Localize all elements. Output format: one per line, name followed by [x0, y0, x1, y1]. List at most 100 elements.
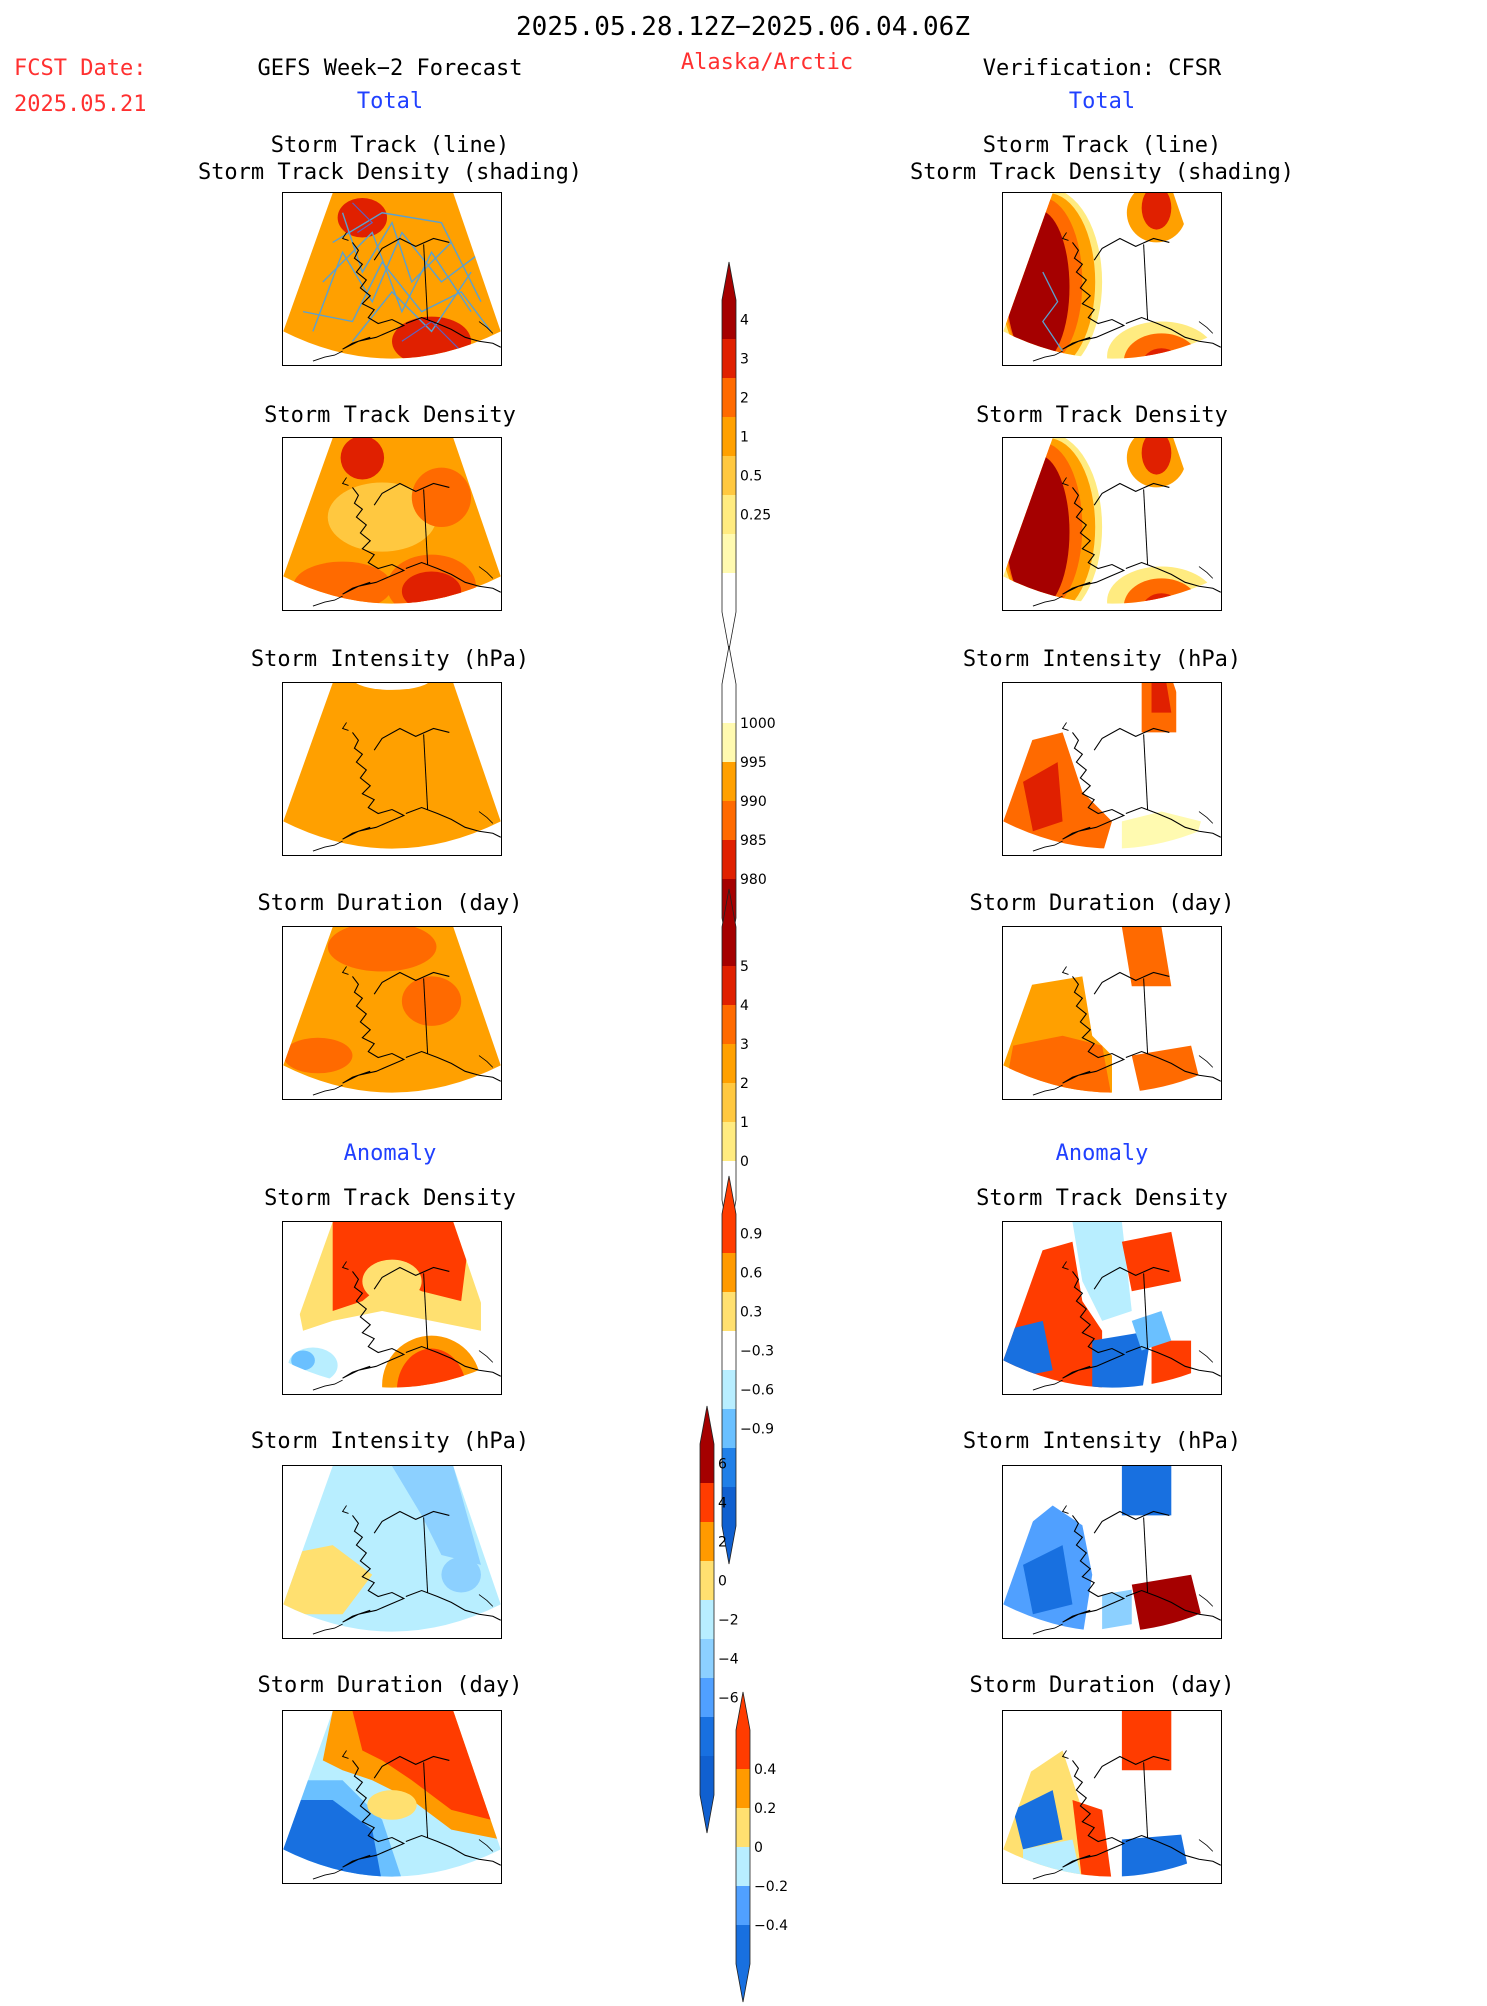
colorbar-swatch	[722, 1292, 736, 1331]
map-gefs-anom-intensity	[282, 1465, 502, 1639]
forecast-title: GEFS Week−2 Forecast	[257, 56, 523, 81]
right-anom-intensity-title: Storm Intensity (hPa)	[962, 1429, 1242, 1454]
colorbar-swatch	[722, 1253, 736, 1292]
colorbar-outline	[699, 1405, 715, 1834]
colorbar-tick-label: −2	[718, 1613, 739, 1629]
colorbar-swatch	[700, 1678, 714, 1717]
colorbar-swatch	[722, 1409, 736, 1448]
map-gefs-anom-duration	[282, 1710, 502, 1884]
colorbar-svg: 0.4 0.2 0 −0.2 −0.4	[735, 1691, 788, 2003]
colorbar-swatch	[736, 1769, 750, 1808]
map-cfsr-intensity	[1002, 682, 1222, 856]
map-cfsr-duration	[1002, 926, 1222, 1100]
colorbar-tick-label: 995	[740, 755, 767, 771]
colorbar-swatch	[722, 840, 736, 879]
colorbar-tick-label: 0.5	[740, 469, 762, 485]
fcst-date-label: FCST Date:	[14, 56, 147, 81]
colorbar-swatch	[700, 1406, 714, 1483]
colorbar-swatch	[700, 1756, 714, 1833]
colorbar-swatch	[700, 1600, 714, 1639]
colorbar-swatch	[700, 1639, 714, 1678]
colorbar-swatch	[722, 801, 736, 840]
colorbar-swatch	[736, 1886, 750, 1925]
verification-title: Verification: CFSR	[982, 56, 1222, 81]
right-intensity-title: Storm Intensity (hPa)	[962, 647, 1242, 672]
colorbar-tick-label: 4	[718, 1496, 727, 1512]
colorbar-tick-label: 3	[740, 352, 749, 368]
colorbar-tick-label: 0	[740, 1154, 749, 1170]
colorbar-tick-label: 3	[740, 1037, 749, 1053]
colorbar-tick-label: −0.2	[754, 1879, 788, 1895]
colorbar-swatch	[722, 1044, 736, 1083]
colorbar-swatch	[722, 1083, 736, 1122]
colorbar-swatch	[722, 889, 736, 966]
colorbar-tick-label: 0.9	[740, 1227, 762, 1243]
colorbar-swatch	[722, 339, 736, 378]
colorbar-swatch	[736, 1808, 750, 1847]
period-title: 2025.05.28.12Z−2025.06.04.06Z	[516, 12, 970, 42]
colorbar-tick-label: 2	[740, 391, 749, 407]
right-anom-density-title: Storm Track Density	[976, 1186, 1228, 1211]
colorbar-tick-label: 0.3	[740, 1305, 762, 1321]
colorbar-swatch	[700, 1561, 714, 1600]
colorbar-tick-label: 5	[740, 959, 749, 975]
region-title: Alaska/Arctic	[680, 50, 854, 75]
colorbar-tick-label: 2	[718, 1535, 727, 1551]
colorbar-outline	[721, 261, 737, 651]
left-duration-title: Storm Duration (day)	[257, 891, 523, 916]
left-anom-density-title: Storm Track Density	[264, 1186, 516, 1211]
colorbar-tick-label: −0.3	[740, 1344, 774, 1360]
left-anom-intensity-title: Storm Intensity (hPa)	[250, 1429, 530, 1454]
colorbar-swatch	[722, 456, 736, 495]
colorbar-svg: 0.9 0.6 0.3 −0.3 −0.6 −0.9	[721, 1175, 774, 1565]
colorbar-tick-label: 0.25	[740, 508, 771, 524]
colorbar-outline	[721, 888, 737, 1239]
map-cfsr-density	[1002, 437, 1222, 611]
map-gefs-anom-density	[282, 1221, 502, 1395]
left-track-title: Storm Track (line) Storm Track Density (s…	[198, 132, 582, 186]
colorbar-tick-label: 0.6	[740, 1266, 762, 1282]
colorbar-duration: 5 4 3 2 1 0	[721, 888, 792, 1242]
colorbar-anom-intensity: 6 4 2 0 −2 −4 −6	[699, 1405, 770, 1837]
colorbar-swatch	[700, 1522, 714, 1561]
colorbar-swatch	[722, 262, 736, 339]
colorbar-swatch	[736, 1925, 750, 2002]
colorbar-tick-label: 990	[740, 794, 767, 810]
map-cfsr-track	[1002, 192, 1222, 366]
colorbar-swatch	[722, 1370, 736, 1409]
left-density-title: Storm Track Density	[264, 403, 516, 428]
colorbar-swatch	[722, 573, 736, 650]
map-cfsr-anom-intensity	[1002, 1465, 1222, 1639]
left-intensity-title: Storm Intensity (hPa)	[250, 647, 530, 672]
colorbar-swatch	[722, 1448, 736, 1487]
colorbar-swatch	[700, 1483, 714, 1522]
right-track-title: Storm Track (line) Storm Track Density (s…	[910, 132, 1294, 186]
fcst-date-value: 2025.05.21	[14, 92, 147, 117]
colorbar-tick-label: 0	[754, 1840, 763, 1856]
colorbar-tick-label: 1	[740, 1115, 749, 1131]
colorbar-tick-label: −0.9	[740, 1422, 774, 1438]
right-density-title: Storm Track Density	[976, 403, 1228, 428]
left-anomaly-label: Anomaly	[343, 1141, 437, 1166]
colorbar-tick-label: 985	[740, 833, 767, 849]
map-gefs-density	[282, 437, 502, 611]
colorbar-track-density: 4 3 2 1 0.5 0.25	[721, 261, 792, 654]
colorbar-swatch	[722, 1176, 736, 1253]
colorbar-tick-label: 4	[740, 313, 749, 329]
right-duration-title: Storm Duration (day)	[969, 891, 1235, 916]
colorbar-swatch	[722, 646, 736, 723]
colorbar-tick-label: −4	[718, 1652, 739, 1668]
right-total-label: Total	[1068, 89, 1136, 114]
colorbar-tick-label: −0.4	[754, 1918, 788, 1934]
track-title-line1: Storm Track (line)	[982, 133, 1222, 158]
map-cfsr-anom-duration	[1002, 1710, 1222, 1884]
colorbar-anom-duration: 0.4 0.2 0 −0.2 −0.4	[735, 1691, 806, 2006]
left-total-label: Total	[356, 89, 424, 114]
colorbar-swatch	[736, 1847, 750, 1886]
colorbar-tick-label: 0.2	[754, 1801, 776, 1817]
colorbar-tick-label: 1000	[740, 716, 776, 732]
colorbar-tick-label: 0.4	[754, 1762, 776, 1778]
track-title-line1: Storm Track (line)	[270, 133, 510, 158]
colorbar-tick-label: 0	[718, 1574, 727, 1590]
map-cfsr-anom-density	[1002, 1221, 1222, 1395]
